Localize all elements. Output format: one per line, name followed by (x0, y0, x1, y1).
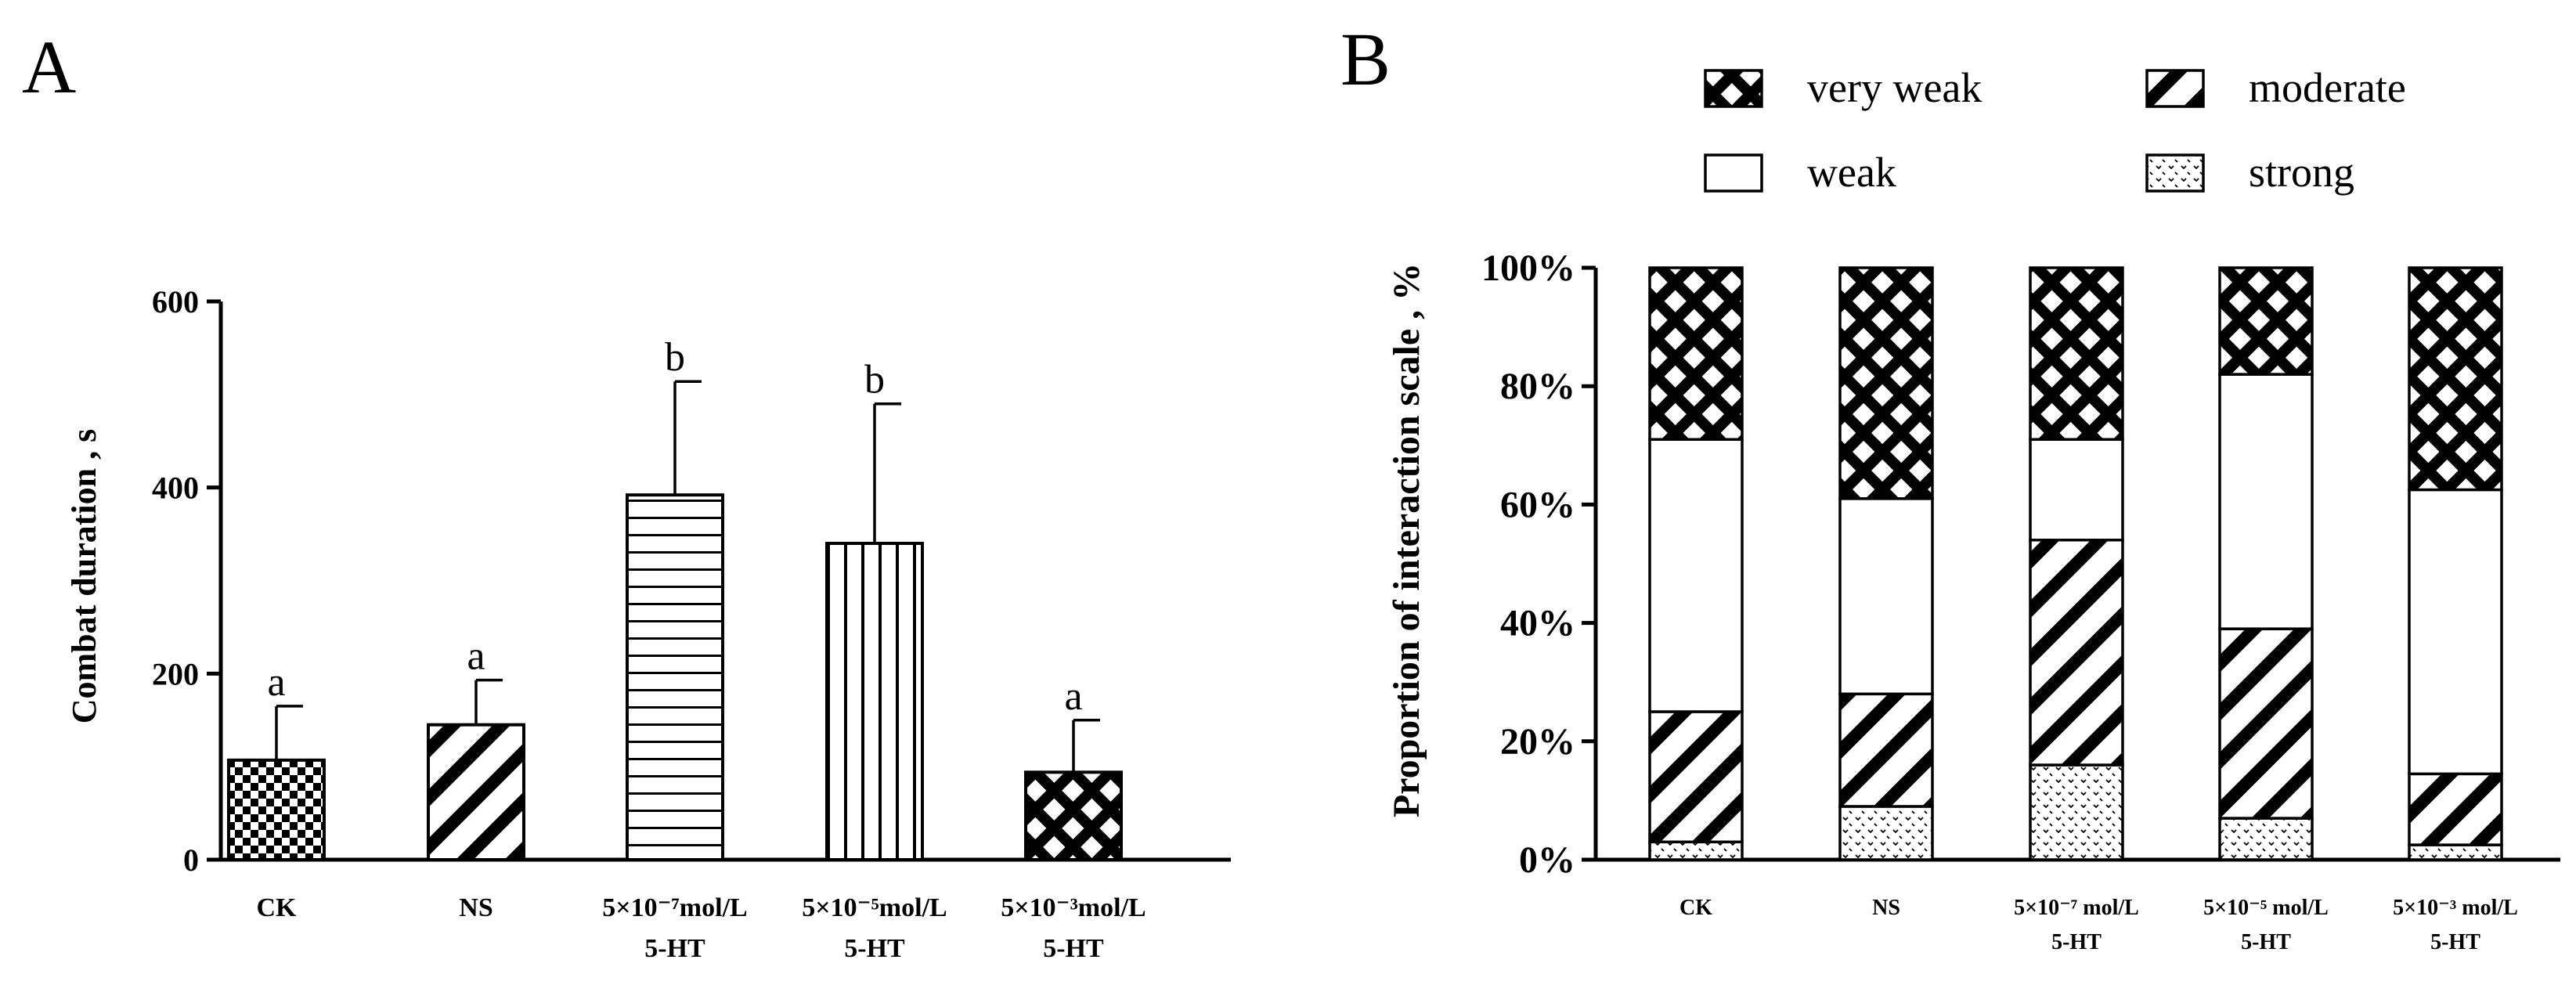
chart-a-significance-label: a (1064, 674, 1082, 719)
chart-b-y-tick-label: 80% (1500, 366, 1575, 407)
chart-b-category-label: 5×10⁻⁵ mol/L (2203, 896, 2329, 920)
chart-a-bar (1024, 770, 1123, 862)
chart-a-bar (626, 493, 724, 861)
chart-b-bar-segment (1838, 805, 1934, 861)
chart-b-y-tick-label: 100% (1481, 247, 1575, 289)
chart-a-category-label: 5×10⁻⁵mol/L (802, 893, 947, 922)
chart-a-y-tick-label: 400 (152, 471, 199, 506)
chart-b-y-tick-label: 40% (1500, 603, 1575, 644)
chart-b-bar-segment (2218, 373, 2314, 630)
chart-a-bar (825, 541, 924, 861)
chart-a-significance-label: b (665, 335, 685, 380)
chart-b-category-label: 5×10⁻⁷ mol/L (2014, 896, 2139, 920)
chart-b-legend-label: weak (1807, 149, 1896, 196)
chart-b-category-label: 5×10⁻³ mol/L (2393, 896, 2518, 920)
chart-b-bar-segment (2408, 772, 2503, 846)
chart-a-bar (427, 723, 525, 861)
chart-a-category-label: 5×10⁻⁷mol/L (602, 893, 747, 922)
chart-b-bar-segment (2218, 817, 2314, 861)
chart-b-y-tick-label: 60% (1500, 484, 1575, 525)
chart-a-category-label: 5×10⁻³mol/L (1001, 893, 1145, 922)
chart-b-category-sublabel: 5-HT (2051, 930, 2102, 954)
chart-b-legend: very weak moderate weak strong (1704, 64, 2406, 196)
chart-b-bar-segment (2029, 266, 2124, 441)
chart-a-y-tick-label: 600 (152, 284, 199, 319)
chart-b-bar-segment (2218, 266, 2314, 376)
chart-a-bar (227, 758, 326, 861)
chart-b-bar-segment (1648, 438, 1744, 713)
chart-a-y-tick-label: 0 (183, 842, 199, 878)
chart-b-bar-segment (2408, 488, 2503, 776)
chart-b-bar-segment (2029, 763, 2124, 861)
chart-a-category-sublabel: 5-HT (844, 934, 905, 963)
chart-a-y-tick-label: 200 (152, 656, 199, 691)
chart-b-bar-segment (2029, 539, 2124, 767)
chart-b-legend-swatch (2145, 69, 2205, 108)
chart-b-category-label: CK (1679, 896, 1712, 920)
chart-a-significance-label: b (864, 358, 885, 402)
chart-a-category-label: CK (257, 893, 298, 922)
chart-b-bar-segment (2408, 843, 2503, 861)
panel-label-a: A (22, 25, 76, 109)
chart-a-significance-label: a (467, 634, 485, 679)
chart-b-bar-segment (1838, 266, 1934, 500)
chart-b-legend-label: moderate (2249, 64, 2406, 111)
chart-b: Proportion of interaction scale , % 0% 20… (1386, 247, 2560, 954)
chart-a-category-sublabel: 5-HT (1043, 934, 1104, 963)
chart-b-bar-segment (2408, 266, 2503, 492)
chart-b-category-sublabel: 5-HT (2430, 930, 2480, 954)
chart-b-y-tick-label: 20% (1500, 721, 1575, 763)
chart-a-category-label: NS (459, 893, 492, 922)
chart-a-significance-label: a (267, 660, 285, 705)
chart-a-y-axis-label: Combat duration , s (65, 429, 103, 724)
chart-b-bar-segment (1648, 266, 1744, 441)
chart-b-legend-label: strong (2249, 149, 2354, 196)
chart-b-bar-segment (2218, 627, 2314, 820)
chart-b-y-tick-label: 0% (1519, 839, 1575, 881)
chart-b-bar-segment (1648, 840, 1744, 861)
chart-a: Combat duration , s 0 200 400 600 a CK a NS b 5×1… (65, 284, 1231, 963)
chart-b-category-sublabel: 5-HT (2241, 930, 2291, 954)
chart-b-bar-segment (1838, 497, 1934, 696)
chart-b-category-label: NS (1872, 896, 1900, 920)
chart-b-legend-label: very weak (1807, 64, 1982, 111)
chart-b-legend-swatch (1704, 153, 1763, 193)
chart-b-legend-swatch (2145, 153, 2205, 193)
panel-label-b: B (1340, 17, 1391, 101)
chart-b-y-axis-label: Proportion of interaction scale , % (1386, 263, 1427, 817)
chart-a-category-sublabel: 5-HT (644, 934, 705, 963)
chart-b-legend-swatch (1704, 69, 1763, 108)
chart-b-bar-segment (1838, 692, 1934, 808)
chart-b-bar-segment (2029, 438, 2124, 542)
chart-b-bar-segment (1648, 710, 1744, 844)
